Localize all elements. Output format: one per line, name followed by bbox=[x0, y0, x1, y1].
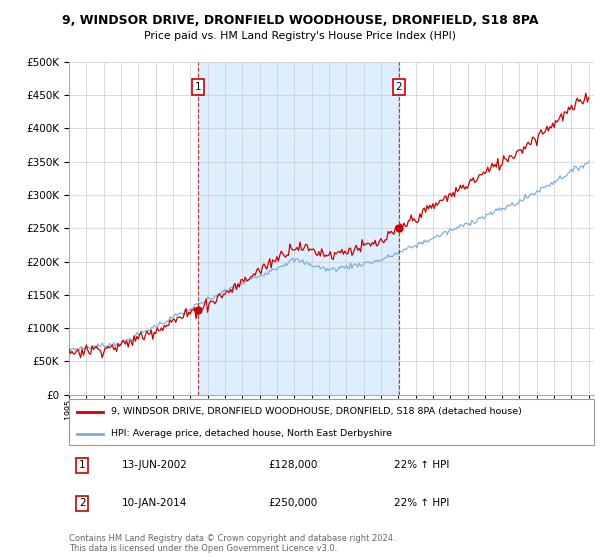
Text: 9, WINDSOR DRIVE, DRONFIELD WOODHOUSE, DRONFIELD, S18 8PA: 9, WINDSOR DRIVE, DRONFIELD WOODHOUSE, D… bbox=[62, 14, 538, 27]
Text: HPI: Average price, detached house, North East Derbyshire: HPI: Average price, detached house, Nort… bbox=[111, 429, 392, 438]
Text: £250,000: £250,000 bbox=[269, 498, 318, 508]
Text: 2: 2 bbox=[395, 82, 402, 92]
FancyBboxPatch shape bbox=[69, 399, 594, 445]
Text: 22% ↑ HPI: 22% ↑ HPI bbox=[395, 460, 450, 470]
Text: 13-JUN-2002: 13-JUN-2002 bbox=[121, 460, 187, 470]
Text: 1: 1 bbox=[195, 82, 202, 92]
Bar bbox=[198, 62, 399, 395]
Text: 1: 1 bbox=[79, 460, 85, 470]
Text: 9, WINDSOR DRIVE, DRONFIELD WOODHOUSE, DRONFIELD, S18 8PA (detached house): 9, WINDSOR DRIVE, DRONFIELD WOODHOUSE, D… bbox=[111, 407, 522, 416]
Text: Price paid vs. HM Land Registry's House Price Index (HPI): Price paid vs. HM Land Registry's House … bbox=[144, 31, 456, 41]
Text: 22% ↑ HPI: 22% ↑ HPI bbox=[395, 498, 450, 508]
Text: Contains HM Land Registry data © Crown copyright and database right 2024.
This d: Contains HM Land Registry data © Crown c… bbox=[69, 534, 395, 553]
Text: £128,000: £128,000 bbox=[269, 460, 318, 470]
Text: 2: 2 bbox=[79, 498, 85, 508]
Text: 10-JAN-2014: 10-JAN-2014 bbox=[121, 498, 187, 508]
